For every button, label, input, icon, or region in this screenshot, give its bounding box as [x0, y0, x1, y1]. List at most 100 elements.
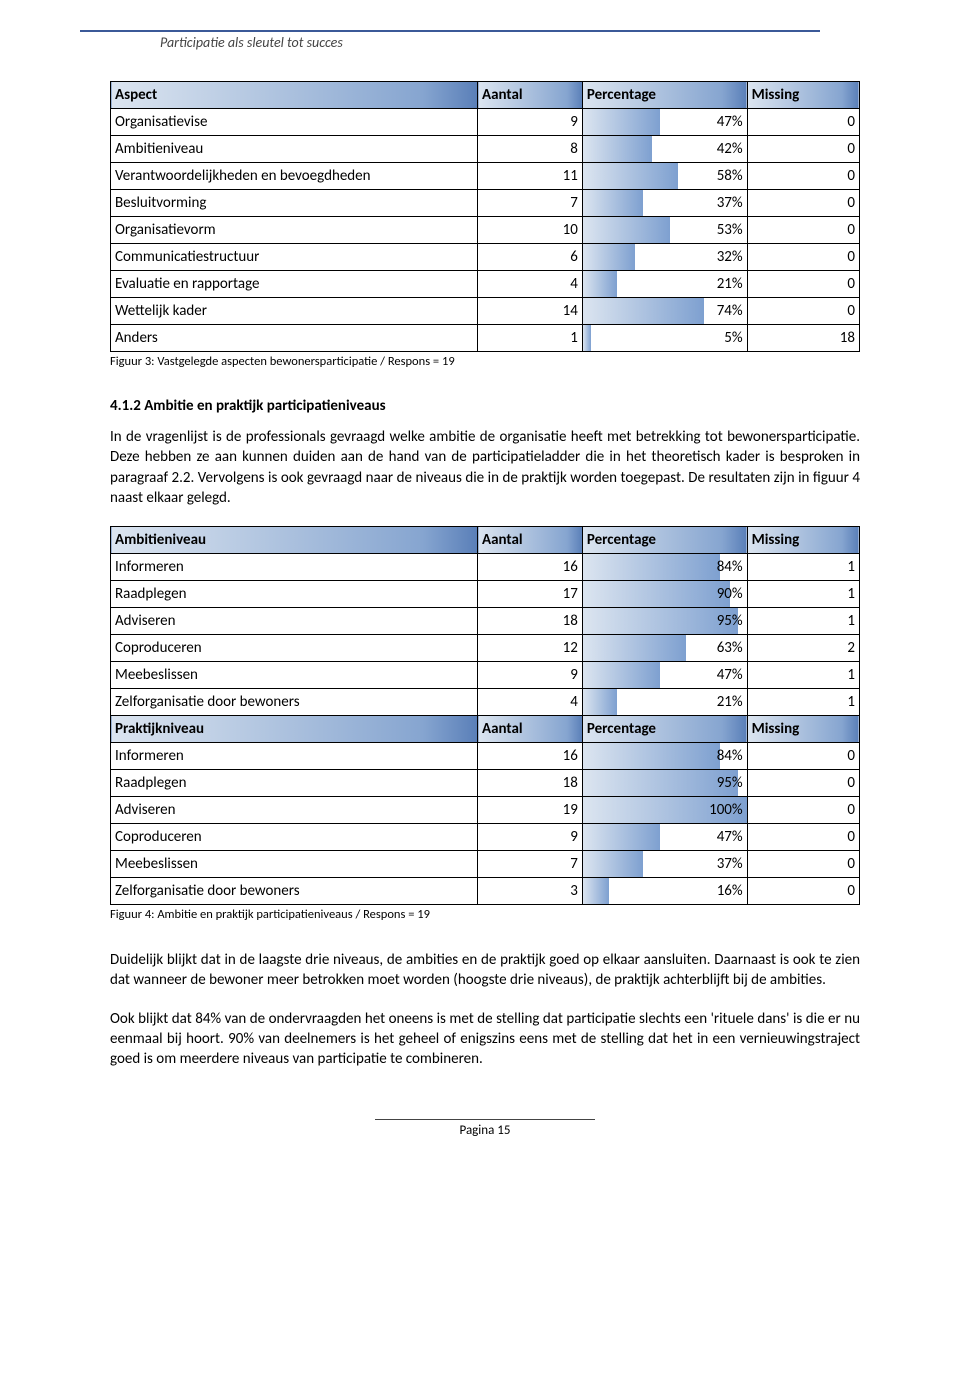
bar-value: 16%: [583, 880, 747, 902]
table-row: Meebeslissen947%1: [111, 662, 860, 689]
cell-label: Anders: [111, 325, 478, 352]
table-levels: Ambitieniveau Aantal Percentage Missing …: [110, 526, 860, 905]
bar-value: 47%: [583, 826, 747, 848]
cell-aantal: 18: [478, 770, 583, 797]
cell-label: Organisatievorm: [111, 217, 478, 244]
cell-label: Informeren: [111, 743, 478, 770]
cell-aantal: 4: [478, 271, 583, 298]
cell-percentage: 21%: [582, 271, 747, 298]
col-header: Praktijkniveau: [111, 716, 478, 743]
cell-label: Coproduceren: [111, 635, 478, 662]
section-heading: 4.1.2 Ambitie en praktijk participatieni…: [110, 397, 860, 415]
cell-missing: 18: [747, 325, 859, 352]
table-header-row: Praktijkniveau Aantal Percentage Missing: [111, 716, 860, 743]
cell-percentage: 95%: [582, 770, 747, 797]
table-row: Anders15%18: [111, 325, 860, 352]
cell-label: Zelforganisatie door bewoners: [111, 878, 478, 905]
cell-label: Meebeslissen: [111, 662, 478, 689]
bar-value: 63%: [583, 637, 747, 659]
cell-missing: 2: [747, 635, 859, 662]
cell-percentage: 47%: [582, 109, 747, 136]
cell-aantal: 7: [478, 190, 583, 217]
table-row: Organisatievise947%0: [111, 109, 860, 136]
cell-label: Ambitieniveau: [111, 136, 478, 163]
cell-aantal: 17: [478, 581, 583, 608]
col-header: Missing: [747, 527, 859, 554]
col-header: Percentage: [582, 716, 747, 743]
body-paragraph: In de vragenlijst is de professionals ge…: [110, 427, 860, 508]
cell-aantal: 11: [478, 163, 583, 190]
bar-value: 90%: [583, 583, 747, 605]
col-header: Missing: [747, 82, 859, 109]
bar-value: 84%: [583, 745, 747, 767]
cell-missing: 1: [747, 554, 859, 581]
cell-missing: 0: [747, 136, 859, 163]
cell-missing: 1: [747, 689, 859, 716]
col-header: Ambitieniveau: [111, 527, 478, 554]
table-row: Wettelijk kader1474%0: [111, 298, 860, 325]
page-footer: Pagina 15: [375, 1119, 595, 1138]
bar-value: 95%: [583, 610, 747, 632]
cell-percentage: 32%: [582, 244, 747, 271]
cell-percentage: 42%: [582, 136, 747, 163]
cell-label: Wettelijk kader: [111, 298, 478, 325]
cell-aantal: 1: [478, 325, 583, 352]
cell-percentage: 37%: [582, 190, 747, 217]
table-row: Ambitieniveau842%0: [111, 136, 860, 163]
table-row: Zelforganisatie door bewoners316%0: [111, 878, 860, 905]
cell-missing: 1: [747, 581, 859, 608]
cell-percentage: 37%: [582, 851, 747, 878]
bar-value: 100%: [583, 799, 747, 821]
cell-label: Informeren: [111, 554, 478, 581]
table-row: Raadplegen1895%0: [111, 770, 860, 797]
col-header: Aantal: [478, 716, 583, 743]
cell-percentage: 74%: [582, 298, 747, 325]
cell-label: Communicatiestructuur: [111, 244, 478, 271]
cell-label: Zelforganisatie door bewoners: [111, 689, 478, 716]
bar-value: 53%: [583, 219, 747, 241]
cell-percentage: 100%: [582, 797, 747, 824]
cell-aantal: 3: [478, 878, 583, 905]
cell-aantal: 7: [478, 851, 583, 878]
table-row: Informeren1684%0: [111, 743, 860, 770]
page: Participatie als sleutel tot succes Aspe…: [0, 0, 960, 1158]
col-header: Percentage: [582, 82, 747, 109]
cell-missing: 0: [747, 298, 859, 325]
cell-missing: 0: [747, 878, 859, 905]
table-row: Besluitvorming737%0: [111, 190, 860, 217]
cell-aantal: 16: [478, 554, 583, 581]
col-header: Missing: [747, 716, 859, 743]
cell-percentage: 21%: [582, 689, 747, 716]
cell-label: Adviseren: [111, 608, 478, 635]
bar-value: 21%: [583, 273, 747, 295]
cell-percentage: 84%: [582, 554, 747, 581]
cell-percentage: 63%: [582, 635, 747, 662]
running-header: Participatie als sleutel tot succes: [110, 32, 860, 81]
bar-value: 37%: [583, 192, 747, 214]
table-row: Adviseren1895%1: [111, 608, 860, 635]
figure-caption: Figuur 3: Vastgelegde aspecten bewonersp…: [110, 354, 860, 369]
cell-label: Coproduceren: [111, 824, 478, 851]
cell-label: Raadplegen: [111, 581, 478, 608]
cell-label: Adviseren: [111, 797, 478, 824]
cell-missing: 0: [747, 109, 859, 136]
cell-missing: 1: [747, 662, 859, 689]
cell-aantal: 12: [478, 635, 583, 662]
cell-missing: 0: [747, 217, 859, 244]
bar-value: 84%: [583, 556, 747, 578]
cell-missing: 0: [747, 163, 859, 190]
cell-label: Evaluatie en rapportage: [111, 271, 478, 298]
bar-value: 58%: [583, 165, 747, 187]
cell-missing: 1: [747, 608, 859, 635]
cell-aantal: 14: [478, 298, 583, 325]
cell-missing: 0: [747, 851, 859, 878]
col-header: Aantal: [478, 82, 583, 109]
table-header-row: Ambitieniveau Aantal Percentage Missing: [111, 527, 860, 554]
cell-aantal: 4: [478, 689, 583, 716]
cell-percentage: 90%: [582, 581, 747, 608]
cell-percentage: 16%: [582, 878, 747, 905]
cell-aantal: 8: [478, 136, 583, 163]
table-row: Evaluatie en rapportage421%0: [111, 271, 860, 298]
cell-missing: 0: [747, 190, 859, 217]
cell-missing: 0: [747, 824, 859, 851]
